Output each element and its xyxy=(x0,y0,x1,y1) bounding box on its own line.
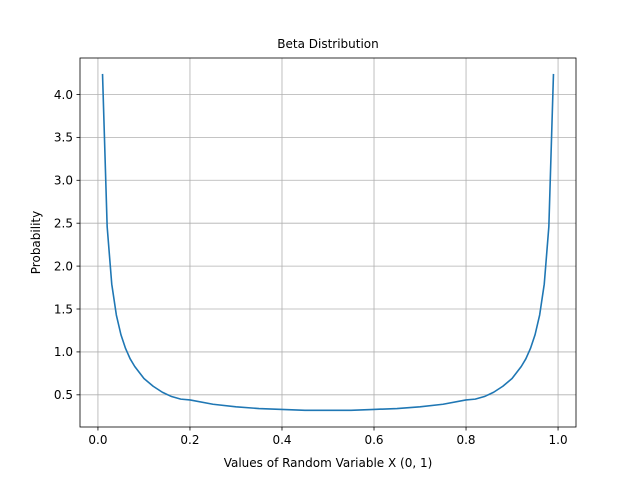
plot-area xyxy=(101,73,555,412)
y-tick-label: 3.0 xyxy=(54,174,73,188)
y-axis-label: Probability xyxy=(29,211,43,274)
y-tick-label: 1.0 xyxy=(54,345,73,359)
chart-title: Beta Distribution xyxy=(277,37,379,51)
x-tick-label: 0.4 xyxy=(272,433,291,447)
axis-ticks: 0.0 0.2 0.4 0.6 0.8 1.0 0.5 1.0 1.5 2.0 2.5 3.0 3.5 4… xyxy=(54,88,568,447)
axes-frame xyxy=(79,57,577,428)
y-tick-label: 2.5 xyxy=(54,216,73,230)
series-line xyxy=(101,73,555,412)
x-tick-label: 0.6 xyxy=(364,433,383,447)
y-tick-label: 4.0 xyxy=(54,88,73,102)
y-tick-label: 3.5 xyxy=(54,131,73,145)
y-tick-label: 1.5 xyxy=(54,302,73,316)
x-tick-label: 0.2 xyxy=(180,433,199,447)
y-tick-label: 2.0 xyxy=(54,259,73,273)
grid-lines xyxy=(80,58,576,427)
x-tick-label: 1.0 xyxy=(549,433,568,447)
x-tick-label: 0.0 xyxy=(88,433,107,447)
y-tick-label: 0.5 xyxy=(54,388,73,402)
x-tick-label: 0.8 xyxy=(456,433,475,447)
x-axis-label: Values of Random Variable X (0, 1) xyxy=(224,456,433,470)
